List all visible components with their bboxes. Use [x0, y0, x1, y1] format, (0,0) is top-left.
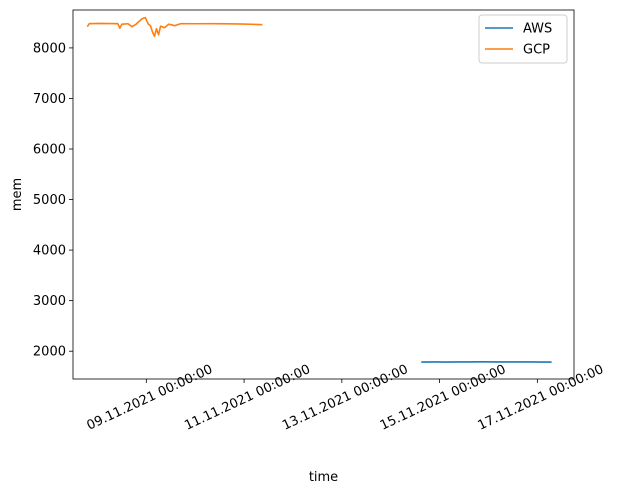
y-tick-label: 7000 [33, 92, 66, 107]
y-tick-label: 3000 [33, 294, 66, 309]
y-axis: 2000 3000 4000 5000 6000 7000 8000 [33, 41, 73, 360]
x-axis-label: time [309, 470, 338, 485]
y-tick-label: 6000 [33, 143, 66, 158]
series-line-gcp [86, 16, 263, 38]
y-tick-label: 4000 [33, 244, 66, 259]
y-tick-label: 2000 [33, 345, 66, 360]
legend-label-gcp: GCP [523, 43, 550, 58]
legend-label-aws: AWS [523, 22, 552, 37]
y-tick-label: 8000 [33, 41, 66, 56]
legend-box [478, 14, 568, 64]
y-tick-label: 5000 [33, 193, 66, 208]
series-layer [86, 16, 552, 363]
legend: AWS GCP [478, 14, 568, 64]
y-axis-label: mem [10, 178, 25, 211]
plot-frame [72, 9, 575, 380]
